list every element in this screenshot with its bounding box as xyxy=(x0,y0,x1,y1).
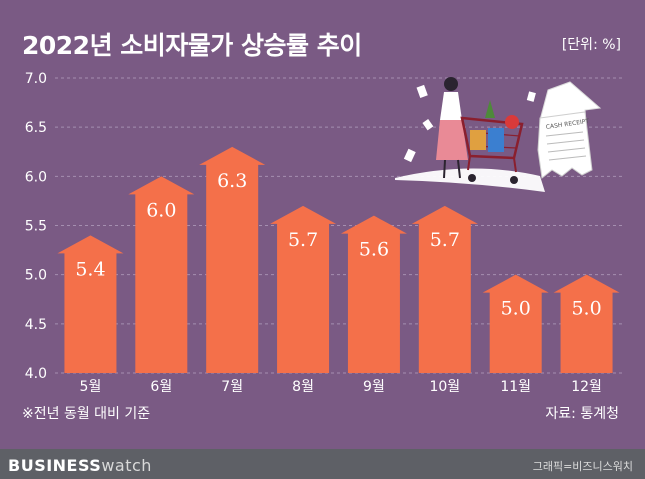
bar-arrow xyxy=(553,274,620,373)
source-note: 자료: 통계청 xyxy=(545,406,619,422)
bar-value-label: 6.3 xyxy=(217,170,247,192)
bar-value-label: 6.0 xyxy=(146,199,176,221)
cash-receipt-icon xyxy=(537,111,593,179)
bar-arrow xyxy=(482,274,549,373)
grid-layer: 4.0 4.5 5.0 5.5 6.0 6.5 7.0 xyxy=(25,71,622,382)
footer-bar: BUSINESSwatch 그래픽=비즈니스워치 xyxy=(0,449,645,479)
y-tick-label: 4.0 xyxy=(25,366,47,382)
bar-value-label: 5.4 xyxy=(75,258,105,280)
bar-value-label: 5.7 xyxy=(430,229,460,251)
y-tick-label: 5.0 xyxy=(25,268,47,284)
bar-value-label: 5.7 xyxy=(288,229,318,251)
bars-layer: 5.4 5월 6.0 6월 6.3 7월 5.7 8월 5.6 9월 5.7 10월 5.0 11월 5.0… xyxy=(57,146,620,395)
brand-logo: BUSINESSwatch xyxy=(8,456,152,475)
x-tick-label: 7월 xyxy=(221,379,243,395)
graphic-credit: 그래픽=비즈니스워치 xyxy=(532,460,633,473)
x-tick-label: 5월 xyxy=(80,379,102,395)
y-tick-label: 7.0 xyxy=(25,71,47,87)
y-tick-label: 4.5 xyxy=(25,317,47,333)
bar-arrow xyxy=(270,205,337,373)
bar-arrow xyxy=(340,215,407,373)
brand-light: watch xyxy=(101,456,152,475)
y-tick-label: 6.0 xyxy=(25,169,47,185)
bar-arrow xyxy=(411,205,478,373)
bar-value-label: 5.6 xyxy=(359,239,389,261)
chart-title: 2022년 소비자물가 상승률 추이 xyxy=(22,31,362,60)
x-tick-label: 11월 xyxy=(500,379,531,395)
bar-arrow xyxy=(57,235,124,373)
x-tick-label: 10월 xyxy=(429,379,460,395)
cart-wheel-icon xyxy=(510,176,518,184)
brand-bold: BUSINESS xyxy=(8,456,102,475)
shopper-head-icon xyxy=(444,77,458,91)
bar-value-label: 5.0 xyxy=(571,298,601,320)
bar-arrow xyxy=(128,176,195,373)
bar-arrow xyxy=(199,146,266,373)
unit-label: [단위: %] xyxy=(561,37,621,53)
x-tick-label: 9월 xyxy=(363,379,385,395)
y-tick-label: 6.5 xyxy=(25,120,47,136)
x-tick-label: 6월 xyxy=(150,379,172,395)
bar-value-label: 5.0 xyxy=(501,298,531,320)
cart-wheel-icon xyxy=(468,174,476,182)
shopper-skirt-icon xyxy=(436,120,468,160)
shopper-body-icon xyxy=(440,92,462,120)
y-tick-label: 5.5 xyxy=(25,219,47,235)
x-tick-label: 12월 xyxy=(571,379,602,395)
x-tick-label: 8월 xyxy=(292,379,314,395)
shopping-cart-illustration: CASH RECEIPT xyxy=(395,77,602,192)
basis-note: ※전년 동월 대비 기준 xyxy=(22,406,151,422)
